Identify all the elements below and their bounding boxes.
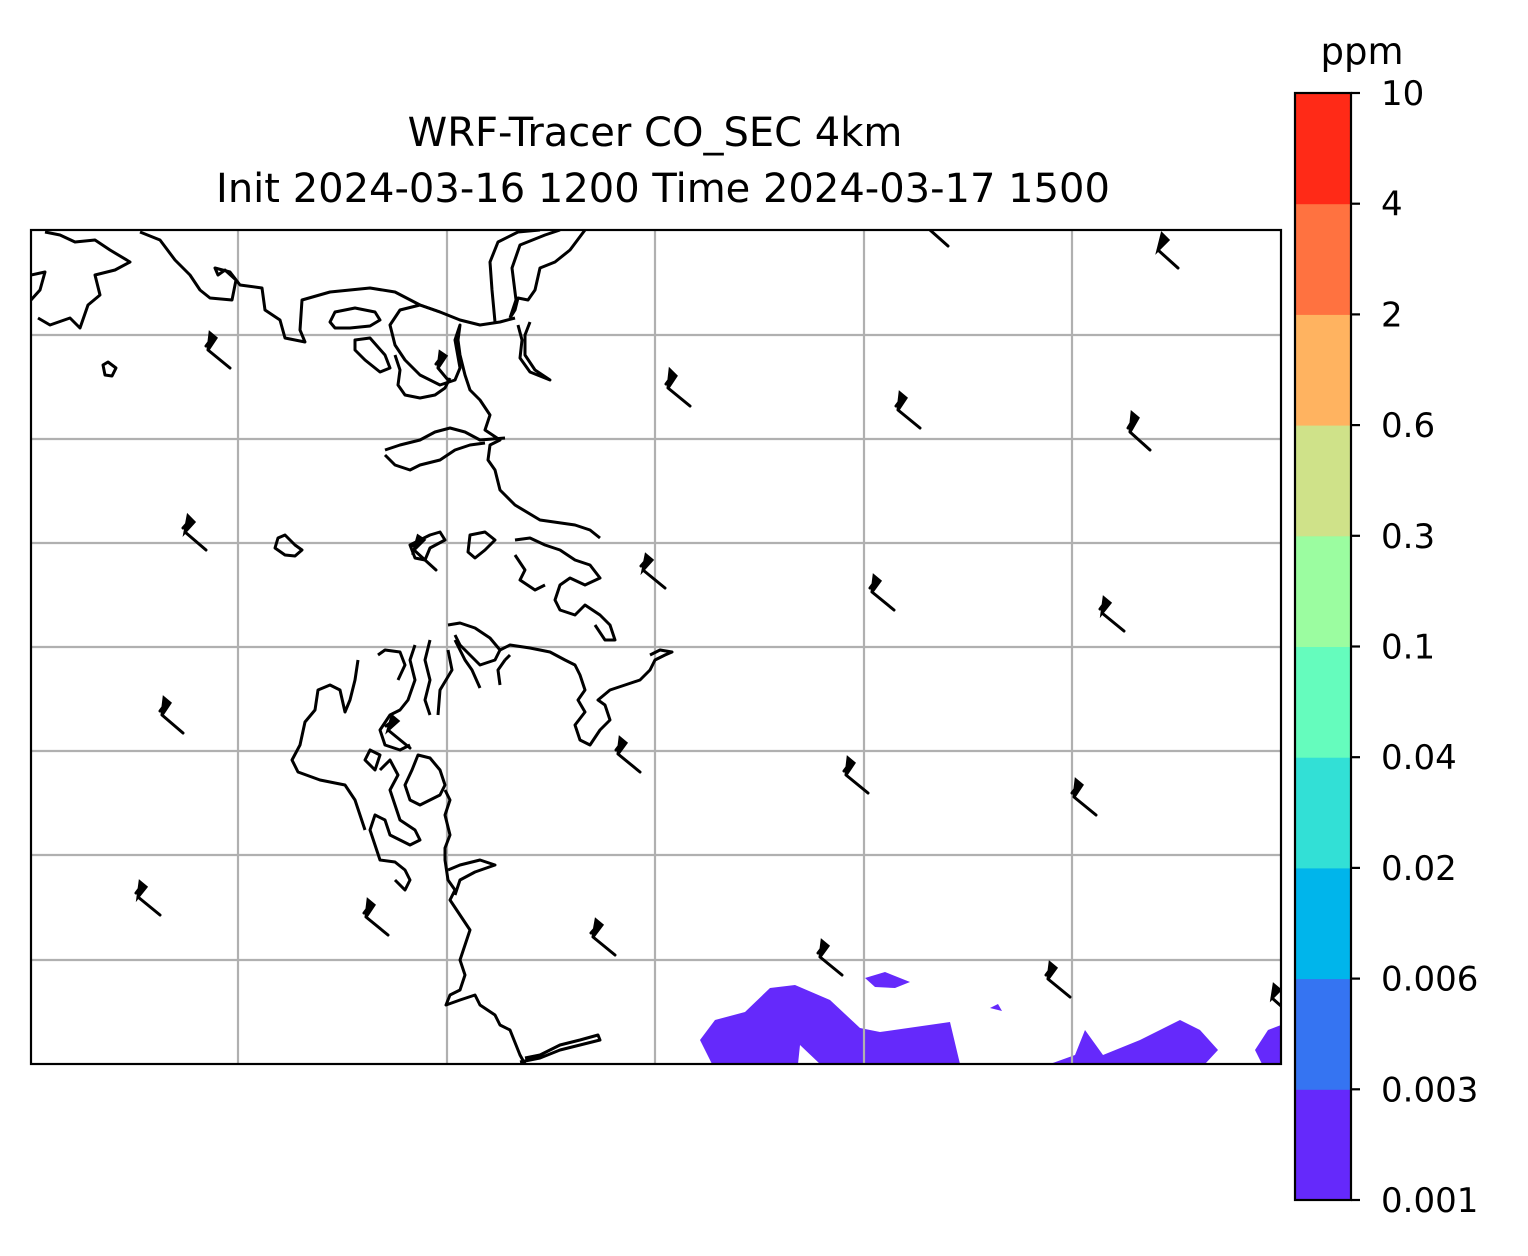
coastline-south-1 <box>368 758 422 892</box>
coastline-mid-4 <box>514 536 617 642</box>
coastline-river-3 <box>496 643 674 747</box>
colorbar-tick-label: 0.003 <box>1381 1070 1478 1110</box>
colorbar-tick-label: 4 <box>1381 185 1403 225</box>
wind-barb <box>589 917 617 957</box>
coastline-river-2 <box>516 321 552 382</box>
coastline-peninsula-1 <box>353 336 392 374</box>
colorbar-tick-label: 10 <box>1381 74 1424 114</box>
gridlines <box>31 230 1281 1064</box>
tracer-concentration-field <box>700 972 1281 1064</box>
wind-barb <box>1070 777 1098 817</box>
wind-barb <box>1269 982 1281 1008</box>
tracer-plume-small <box>865 972 910 988</box>
colorbar-band <box>1295 203 1351 315</box>
coastline-south-2 <box>443 789 527 1064</box>
colorbar-bands <box>1295 93 1351 1201</box>
coastline-river-1 <box>488 230 587 323</box>
colorbar-tick-label: 0.001 <box>1381 1181 1478 1221</box>
colorbar: 0.001 0.003 0.006 0.02 0.04 0.1 0.3 0.6 2 4 10 ppm <box>1293 30 1478 1221</box>
colorbar-band <box>1295 757 1351 869</box>
wind-barb <box>384 713 412 750</box>
coastline-north <box>31 230 516 344</box>
wind-barb <box>842 755 870 795</box>
coastline-peninsula-2 <box>393 354 452 400</box>
coastline-west-1 <box>101 360 118 378</box>
colorbar-band <box>1295 867 1351 980</box>
coastline-delta <box>290 621 502 831</box>
coastline-delta-2 <box>363 748 447 807</box>
wind-barb <box>1098 595 1126 633</box>
coastline-mid-3 <box>466 530 497 560</box>
coastline-mid-1 <box>383 426 506 472</box>
title-line-1: WRF-Tracer CO_SEC 4km <box>408 110 903 156</box>
colorbar-band <box>1295 535 1351 647</box>
map-frame <box>29 228 1283 1066</box>
colorbar-tick-label: 0.02 <box>1381 849 1457 889</box>
title-line-2: Init 2024-03-16 1200 Time 2024-03-17 150… <box>216 166 1110 212</box>
colorbar-band <box>1295 93 1351 205</box>
map-area <box>31 230 1281 1064</box>
colorbar-tick-label: 2 <box>1381 295 1403 335</box>
wind-barb <box>614 735 642 774</box>
colorbar-band <box>1295 646 1351 758</box>
wind-barb <box>181 512 208 552</box>
colorbar-ticks: 0.001 0.003 0.006 0.02 0.04 0.1 0.3 0.6 2 4 10 <box>1351 74 1478 1221</box>
wind-barb <box>1044 960 1072 999</box>
colorbar-tick-label: 0.1 <box>1381 628 1435 668</box>
coastline-south-3 <box>447 858 497 896</box>
colorbar-tick-label: 0.006 <box>1381 960 1478 1000</box>
coastline-island-1 <box>328 306 382 330</box>
wind-barbs <box>134 230 1281 1008</box>
coastline-mid-5 <box>513 554 546 592</box>
tracer-plume-edge <box>1255 1025 1281 1064</box>
wind-barb <box>134 879 162 917</box>
colorbar-band <box>1295 314 1351 426</box>
wind-barb <box>204 330 232 370</box>
wind-barb <box>1155 231 1180 270</box>
wind-barb <box>1126 410 1152 452</box>
tracer-plume-main <box>700 985 960 1064</box>
colorbar-tick-label: 0.04 <box>1381 738 1457 778</box>
coastlines <box>31 230 674 1064</box>
coastline-south-4 <box>519 1033 602 1064</box>
wind-barb <box>868 573 896 612</box>
tracer-plume-dot <box>990 1004 1002 1011</box>
colorbar-tick-label: 0.6 <box>1381 406 1435 446</box>
wind-barb <box>894 390 922 430</box>
colorbar-unit-label: ppm <box>1320 30 1403 73</box>
colorbar-band <box>1295 978 1351 1090</box>
coastline-bay <box>388 303 601 540</box>
wind-barb <box>816 938 844 977</box>
tracer-plume-east <box>1050 1020 1218 1064</box>
wind-barb <box>434 349 450 382</box>
wind-barb <box>928 230 950 248</box>
wind-barb <box>410 533 438 572</box>
colorbar-tick-label: 0.3 <box>1381 517 1435 557</box>
colorbar-band <box>1295 1089 1351 1201</box>
wind-barb <box>362 897 390 937</box>
coastline-island-2 <box>273 533 304 558</box>
wind-barb <box>639 552 667 590</box>
wind-barb <box>158 695 185 735</box>
wind-barb <box>664 366 692 408</box>
colorbar-band <box>1295 425 1351 537</box>
